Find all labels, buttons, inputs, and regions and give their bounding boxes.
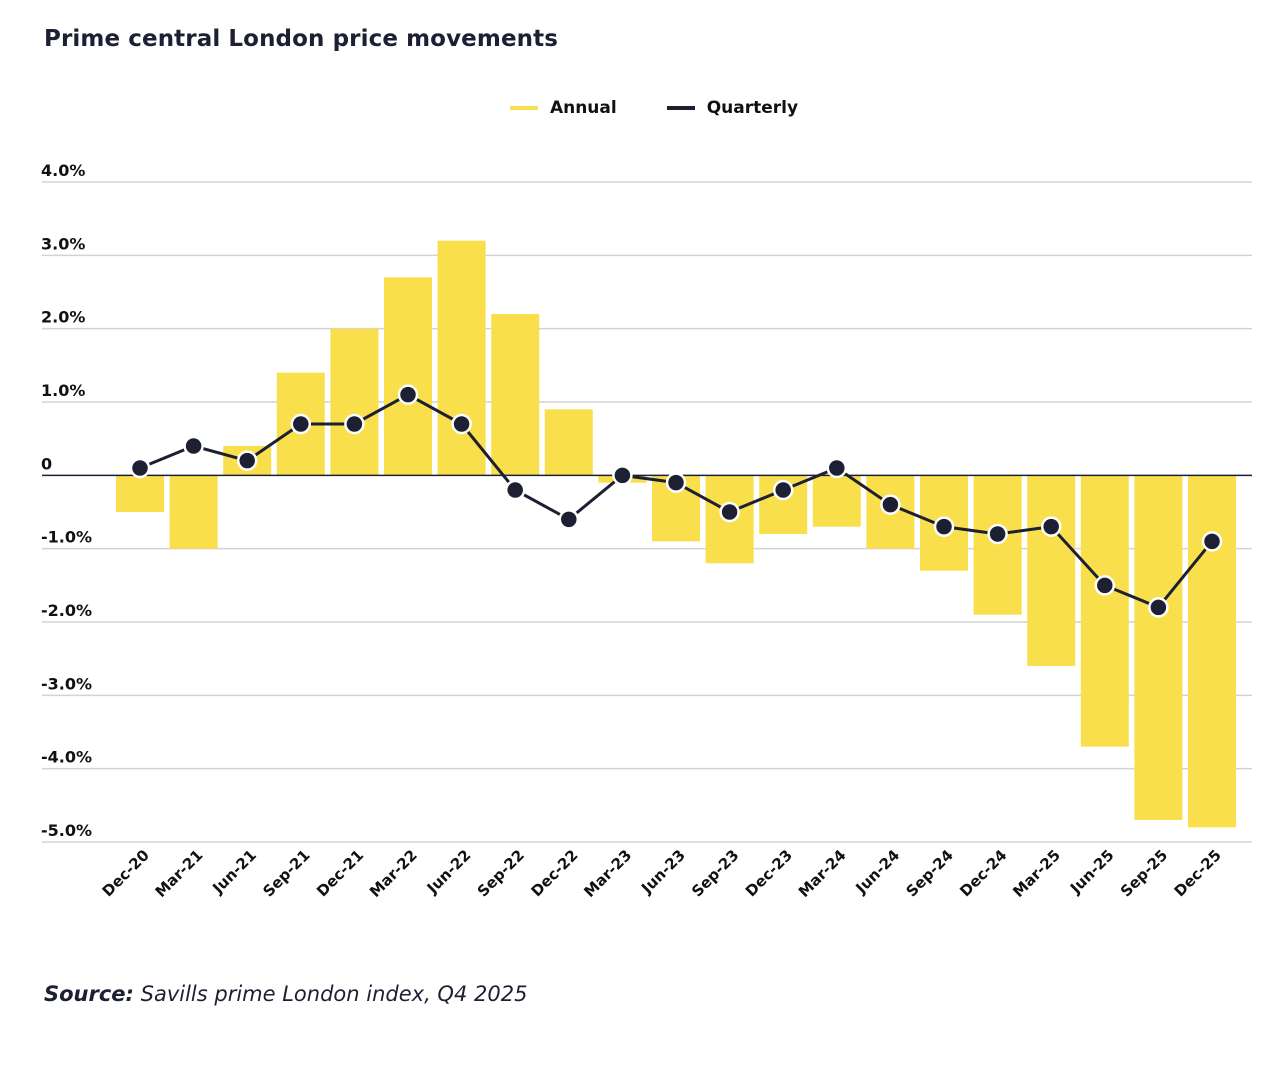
annual-bar <box>1080 475 1129 747</box>
x-tick-label: Mar-25 <box>1009 846 1064 901</box>
quarterly-point <box>1148 597 1169 618</box>
y-tick-label: -2.0% <box>41 601 92 620</box>
x-tick-label: Jun-23 <box>637 846 689 898</box>
quarterly-points <box>129 384 1223 618</box>
x-tick-label: Dec-23 <box>742 846 796 900</box>
quarterly-point <box>344 413 365 435</box>
x-tick-label: Jun-21 <box>208 846 260 898</box>
legend-item-quarterly: Quarterly <box>666 98 799 118</box>
source-label: Source: <box>44 982 134 1006</box>
quarterly-point <box>1040 516 1062 537</box>
annual-bar <box>116 475 164 512</box>
x-tick-label: Jun-24 <box>852 846 904 898</box>
annual-bar <box>1188 475 1236 828</box>
y-tick-label: 4.0% <box>41 161 85 180</box>
x-tick-label: Jun-25 <box>1066 846 1118 898</box>
y-tick-label: 0 <box>41 454 52 473</box>
legend: Annual Quarterly <box>0 98 1280 118</box>
quarterly-point <box>451 413 472 435</box>
x-tick-label: Sep-23 <box>688 846 742 900</box>
quarterly-point <box>665 472 687 493</box>
legend-swatch-annual <box>509 106 538 110</box>
source-text: Savills prime London index, Q4 2025 <box>140 982 528 1006</box>
legend-swatch-quarterly <box>666 106 695 110</box>
x-tick-label: Mar-23 <box>580 846 635 901</box>
quarterly-point <box>1094 575 1116 596</box>
y-tick-label: -4.0% <box>41 748 92 767</box>
x-tick-label: Dec-20 <box>99 846 153 900</box>
x-tick-label: Sep-24 <box>903 846 957 900</box>
quarterly-point <box>933 516 955 537</box>
quarterly-point <box>236 450 258 471</box>
y-tick-label: -1.0% <box>41 528 92 547</box>
quarterly-point <box>1201 531 1223 552</box>
source-note: Source: Savills prime London index, Q4 2… <box>44 982 527 1006</box>
annual-bar <box>544 409 593 476</box>
annual-bar <box>812 475 861 527</box>
chart-title: Prime central London price movements <box>44 26 559 52</box>
legend-label-quarterly: Quarterly <box>706 98 799 118</box>
x-tick-label: Jun-22 <box>423 846 475 898</box>
chart-plot: 4.0% 3.0% 2.0% 1.0% 0 -1.0% -2.0% -3.0% -4.0% -5.… <box>41 161 1252 901</box>
quarterly-point <box>719 501 740 523</box>
legend-label-annual: Annual <box>549 98 617 118</box>
quarterly-point <box>397 384 419 405</box>
annual-bar <box>491 314 540 476</box>
x-tick-label: Mar-22 <box>366 846 421 901</box>
y-tick-label: 2.0% <box>41 308 85 327</box>
legend-item-annual: Annual <box>509 98 617 118</box>
quarterly-point <box>772 479 794 501</box>
y-tick-label: -5.0% <box>41 821 92 840</box>
x-tick-label: Mar-24 <box>795 846 850 901</box>
y-tick-label: 3.0% <box>41 234 85 253</box>
quarterly-point <box>129 457 151 479</box>
x-tick-label: Dec-25 <box>1171 846 1225 900</box>
annual-bar <box>1134 475 1183 820</box>
annual-bar <box>437 240 486 476</box>
x-tick-label: Dec-21 <box>313 846 367 900</box>
y-tick-label: -3.0% <box>41 674 92 693</box>
annual-bar <box>1027 475 1076 666</box>
x-tick-label: Sep-25 <box>1117 846 1171 900</box>
quarterly-point <box>558 509 580 530</box>
quarterly-point <box>504 479 526 501</box>
quarterly-point <box>987 523 1008 545</box>
quarterly-point <box>880 494 901 515</box>
quarterly-point <box>183 435 204 457</box>
x-tick-label: Dec-24 <box>956 846 1010 900</box>
x-tick-label: Dec-22 <box>527 846 581 900</box>
annual-bar <box>330 328 379 476</box>
quarterly-point <box>826 457 848 479</box>
quarterly-point <box>290 413 312 435</box>
y-tick-label: 1.0% <box>41 381 85 400</box>
y-axis-labels: 4.0% 3.0% 2.0% 1.0% 0 -1.0% -2.0% -3.0% -4.0% -5.… <box>41 161 92 840</box>
x-tick-label: Sep-21 <box>259 846 313 900</box>
annual-bar <box>384 277 432 476</box>
quarterly-point <box>612 465 633 486</box>
annual-bar <box>973 475 1022 615</box>
x-tick-label: Mar-21 <box>152 846 207 901</box>
annual-bar <box>169 475 218 549</box>
x-tick-label: Sep-22 <box>474 846 528 900</box>
